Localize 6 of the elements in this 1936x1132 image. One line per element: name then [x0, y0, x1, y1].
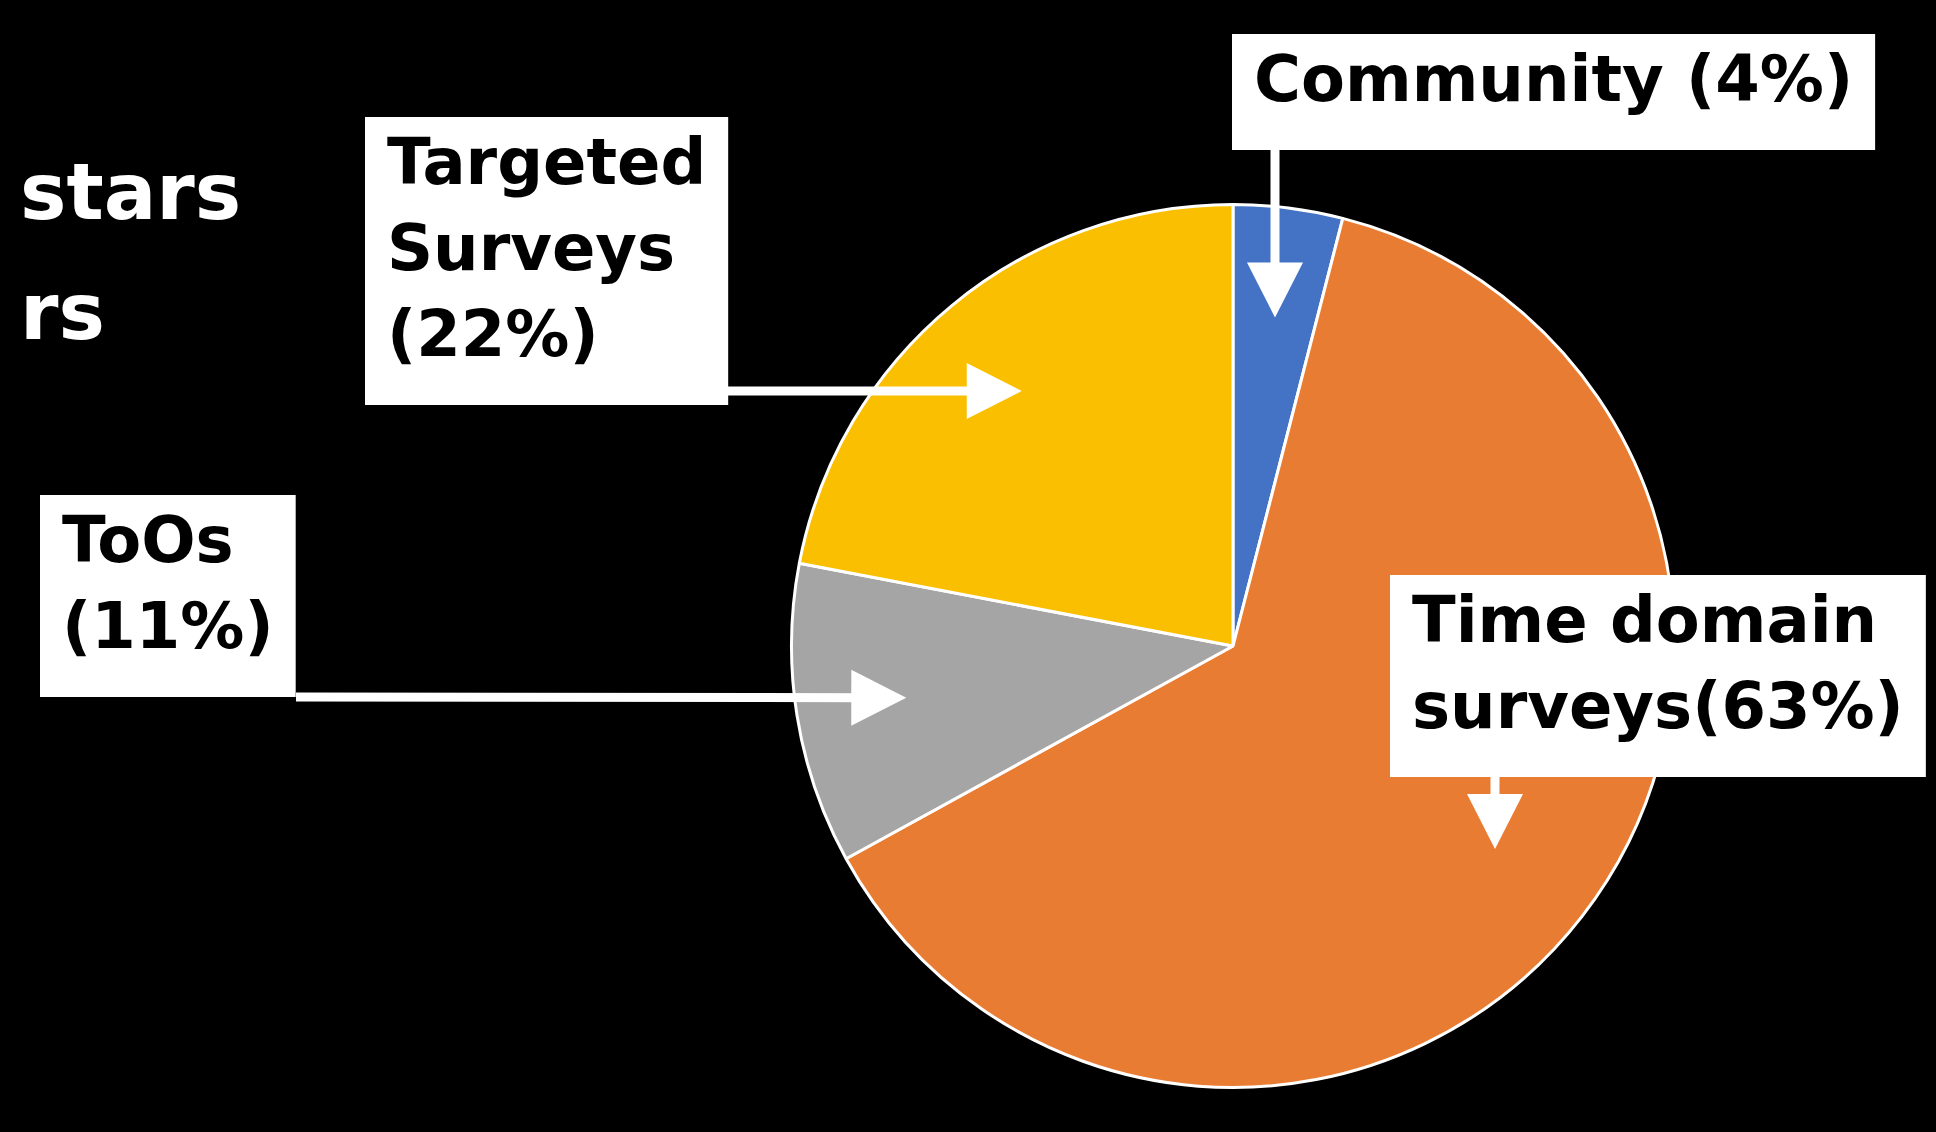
slice-label: ToOs (11%): [62, 502, 274, 663]
slice-label: Time domain surveys(63%): [1412, 582, 1904, 743]
text: stars: [20, 147, 242, 238]
slice-label: Community (4%): [1254, 41, 1854, 116]
text: rs: [20, 267, 105, 358]
slice-label: Targeted Surveys (22%): [387, 124, 707, 371]
